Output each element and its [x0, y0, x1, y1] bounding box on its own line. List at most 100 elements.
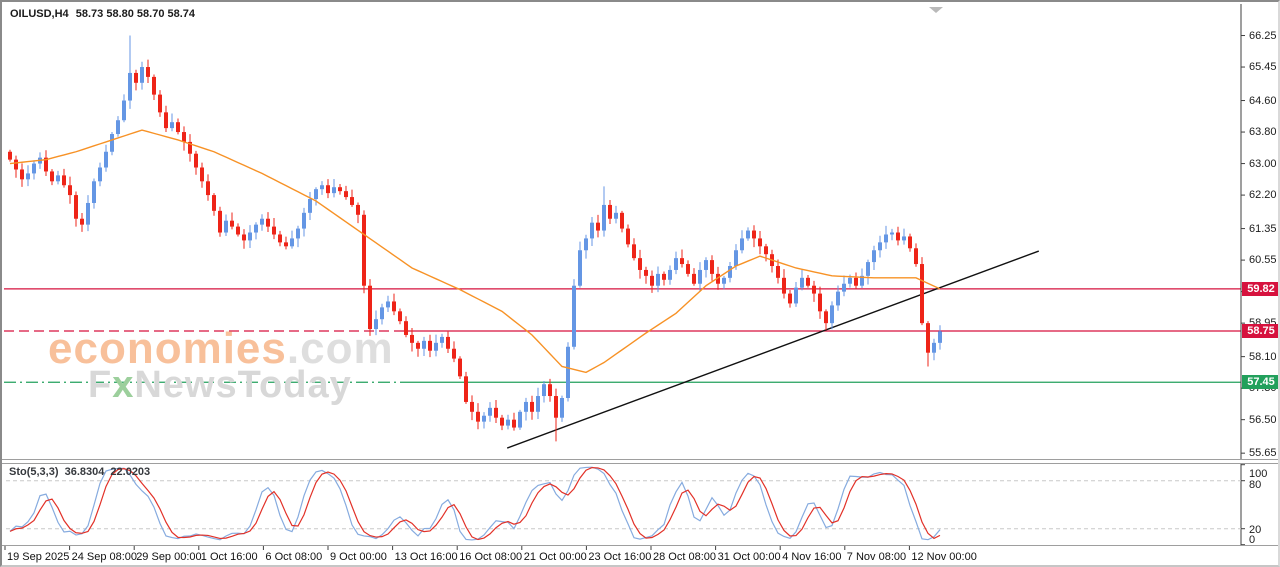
candle-body — [584, 238, 588, 251]
candle-body — [698, 269, 702, 284]
price-tick-label: 62.20 — [1249, 189, 1277, 202]
candle-body — [542, 384, 546, 397]
pane-splitter-top[interactable] — [2, 459, 1278, 460]
chart-shift-icon[interactable] — [929, 7, 943, 13]
stoch-tick-label: 0 — [1249, 534, 1256, 546]
stoch-d-value: 22.0203 — [110, 466, 151, 478]
candle-body — [722, 277, 726, 284]
candle-body — [656, 273, 660, 286]
candle-body — [908, 236, 912, 249]
candle-body — [260, 218, 264, 225]
candle-body — [254, 224, 258, 233]
candle-body — [506, 419, 510, 426]
candle-body — [440, 336, 444, 343]
price-tick-label: 61.35 — [1249, 222, 1277, 235]
candle-body — [746, 230, 750, 239]
candle-body — [692, 273, 696, 284]
candle-body — [578, 250, 582, 286]
candle-body — [938, 331, 942, 343]
candle-body — [572, 285, 576, 347]
candle-body — [902, 236, 906, 241]
candle-body — [182, 132, 186, 142]
watermark-f: F — [88, 364, 113, 406]
price-tick-label: 63.80 — [1249, 126, 1277, 139]
candle-body — [686, 264, 690, 274]
candle-body — [620, 212, 624, 229]
candle-body — [860, 275, 864, 286]
candle-body — [356, 204, 360, 215]
candle-body — [380, 307, 384, 320]
candle-body — [98, 167, 102, 182]
candle-body — [428, 340, 432, 351]
candle-body — [128, 72, 132, 101]
time-tick-label: 16 Oct 08:00 — [459, 551, 523, 563]
candle-body — [326, 185, 330, 194]
candle-body — [932, 342, 936, 353]
candle-body — [338, 187, 342, 192]
time-tick-label: 29 Sep 00:00 — [136, 551, 202, 563]
candle-body — [278, 234, 282, 243]
candle-body — [602, 204, 606, 231]
candle-body — [590, 222, 594, 239]
price-level-tag-57.45: 57.45 — [1242, 375, 1278, 390]
watermark-brand-tld: .com — [286, 324, 394, 373]
ohlc-values: 58.73 58.80 58.70 58.74 — [75, 8, 196, 20]
candle-body — [236, 226, 240, 235]
candle-body — [122, 100, 126, 121]
candle-body — [458, 358, 462, 377]
candle-body — [914, 248, 918, 265]
candle-body — [272, 226, 276, 235]
price-tick-label: 60.55 — [1249, 254, 1277, 267]
candle-body — [848, 277, 852, 284]
candle-body — [566, 346, 570, 398]
pane-splitter-bottom[interactable] — [2, 463, 1278, 464]
stoch-k-value: 36.8304 — [64, 466, 105, 478]
candle-body — [596, 222, 600, 231]
candle-body — [224, 220, 228, 233]
candle-body — [740, 238, 744, 251]
candle-body — [374, 319, 378, 330]
candle-body — [56, 175, 60, 182]
time-tick-label: 12 Nov 00:00 — [911, 551, 977, 563]
candle-body — [332, 187, 336, 194]
candle-body — [368, 285, 372, 330]
time-tick-label: 24 Sep 08:00 — [71, 551, 138, 563]
candle-body — [20, 169, 24, 180]
watermark-newstoday: NewsToday — [134, 364, 352, 406]
candle-body — [86, 202, 90, 225]
candle-body — [14, 159, 18, 170]
candle-body — [830, 305, 834, 324]
candle-body — [794, 287, 798, 304]
candle-body — [8, 151, 12, 160]
candle-body — [68, 185, 72, 196]
candle-body — [434, 342, 438, 351]
candle-body — [884, 234, 888, 243]
candle-body — [704, 260, 708, 270]
candle-body — [776, 266, 780, 278]
candle-body — [488, 407, 492, 416]
price-tick-label: 65.45 — [1249, 61, 1277, 74]
candle-body — [608, 204, 612, 219]
candle-body — [350, 197, 354, 205]
candle-body — [218, 210, 222, 233]
candle-body — [800, 277, 804, 288]
candle-body — [230, 220, 234, 227]
candle-body — [248, 232, 252, 241]
trendline[interactable] — [506, 250, 1040, 449]
candle-body — [752, 230, 756, 239]
symbol-timeframe: OILUSD,H4 — [10, 8, 69, 20]
candle-body — [500, 417, 504, 426]
time-tick-label: 13 Oct 16:00 — [394, 551, 458, 563]
price-level-tag-58.75: 58.75 — [1242, 324, 1278, 339]
candle-body — [392, 301, 396, 312]
time-tick-label: 1 Oct 16:00 — [200, 551, 258, 563]
candle-body — [386, 301, 390, 308]
candle-body — [266, 218, 270, 227]
candle-body — [344, 191, 348, 198]
candle-body — [872, 250, 876, 263]
candle-body — [302, 212, 306, 229]
time-tick-label: 28 Oct 08:00 — [653, 551, 716, 563]
candle-body — [470, 401, 474, 412]
